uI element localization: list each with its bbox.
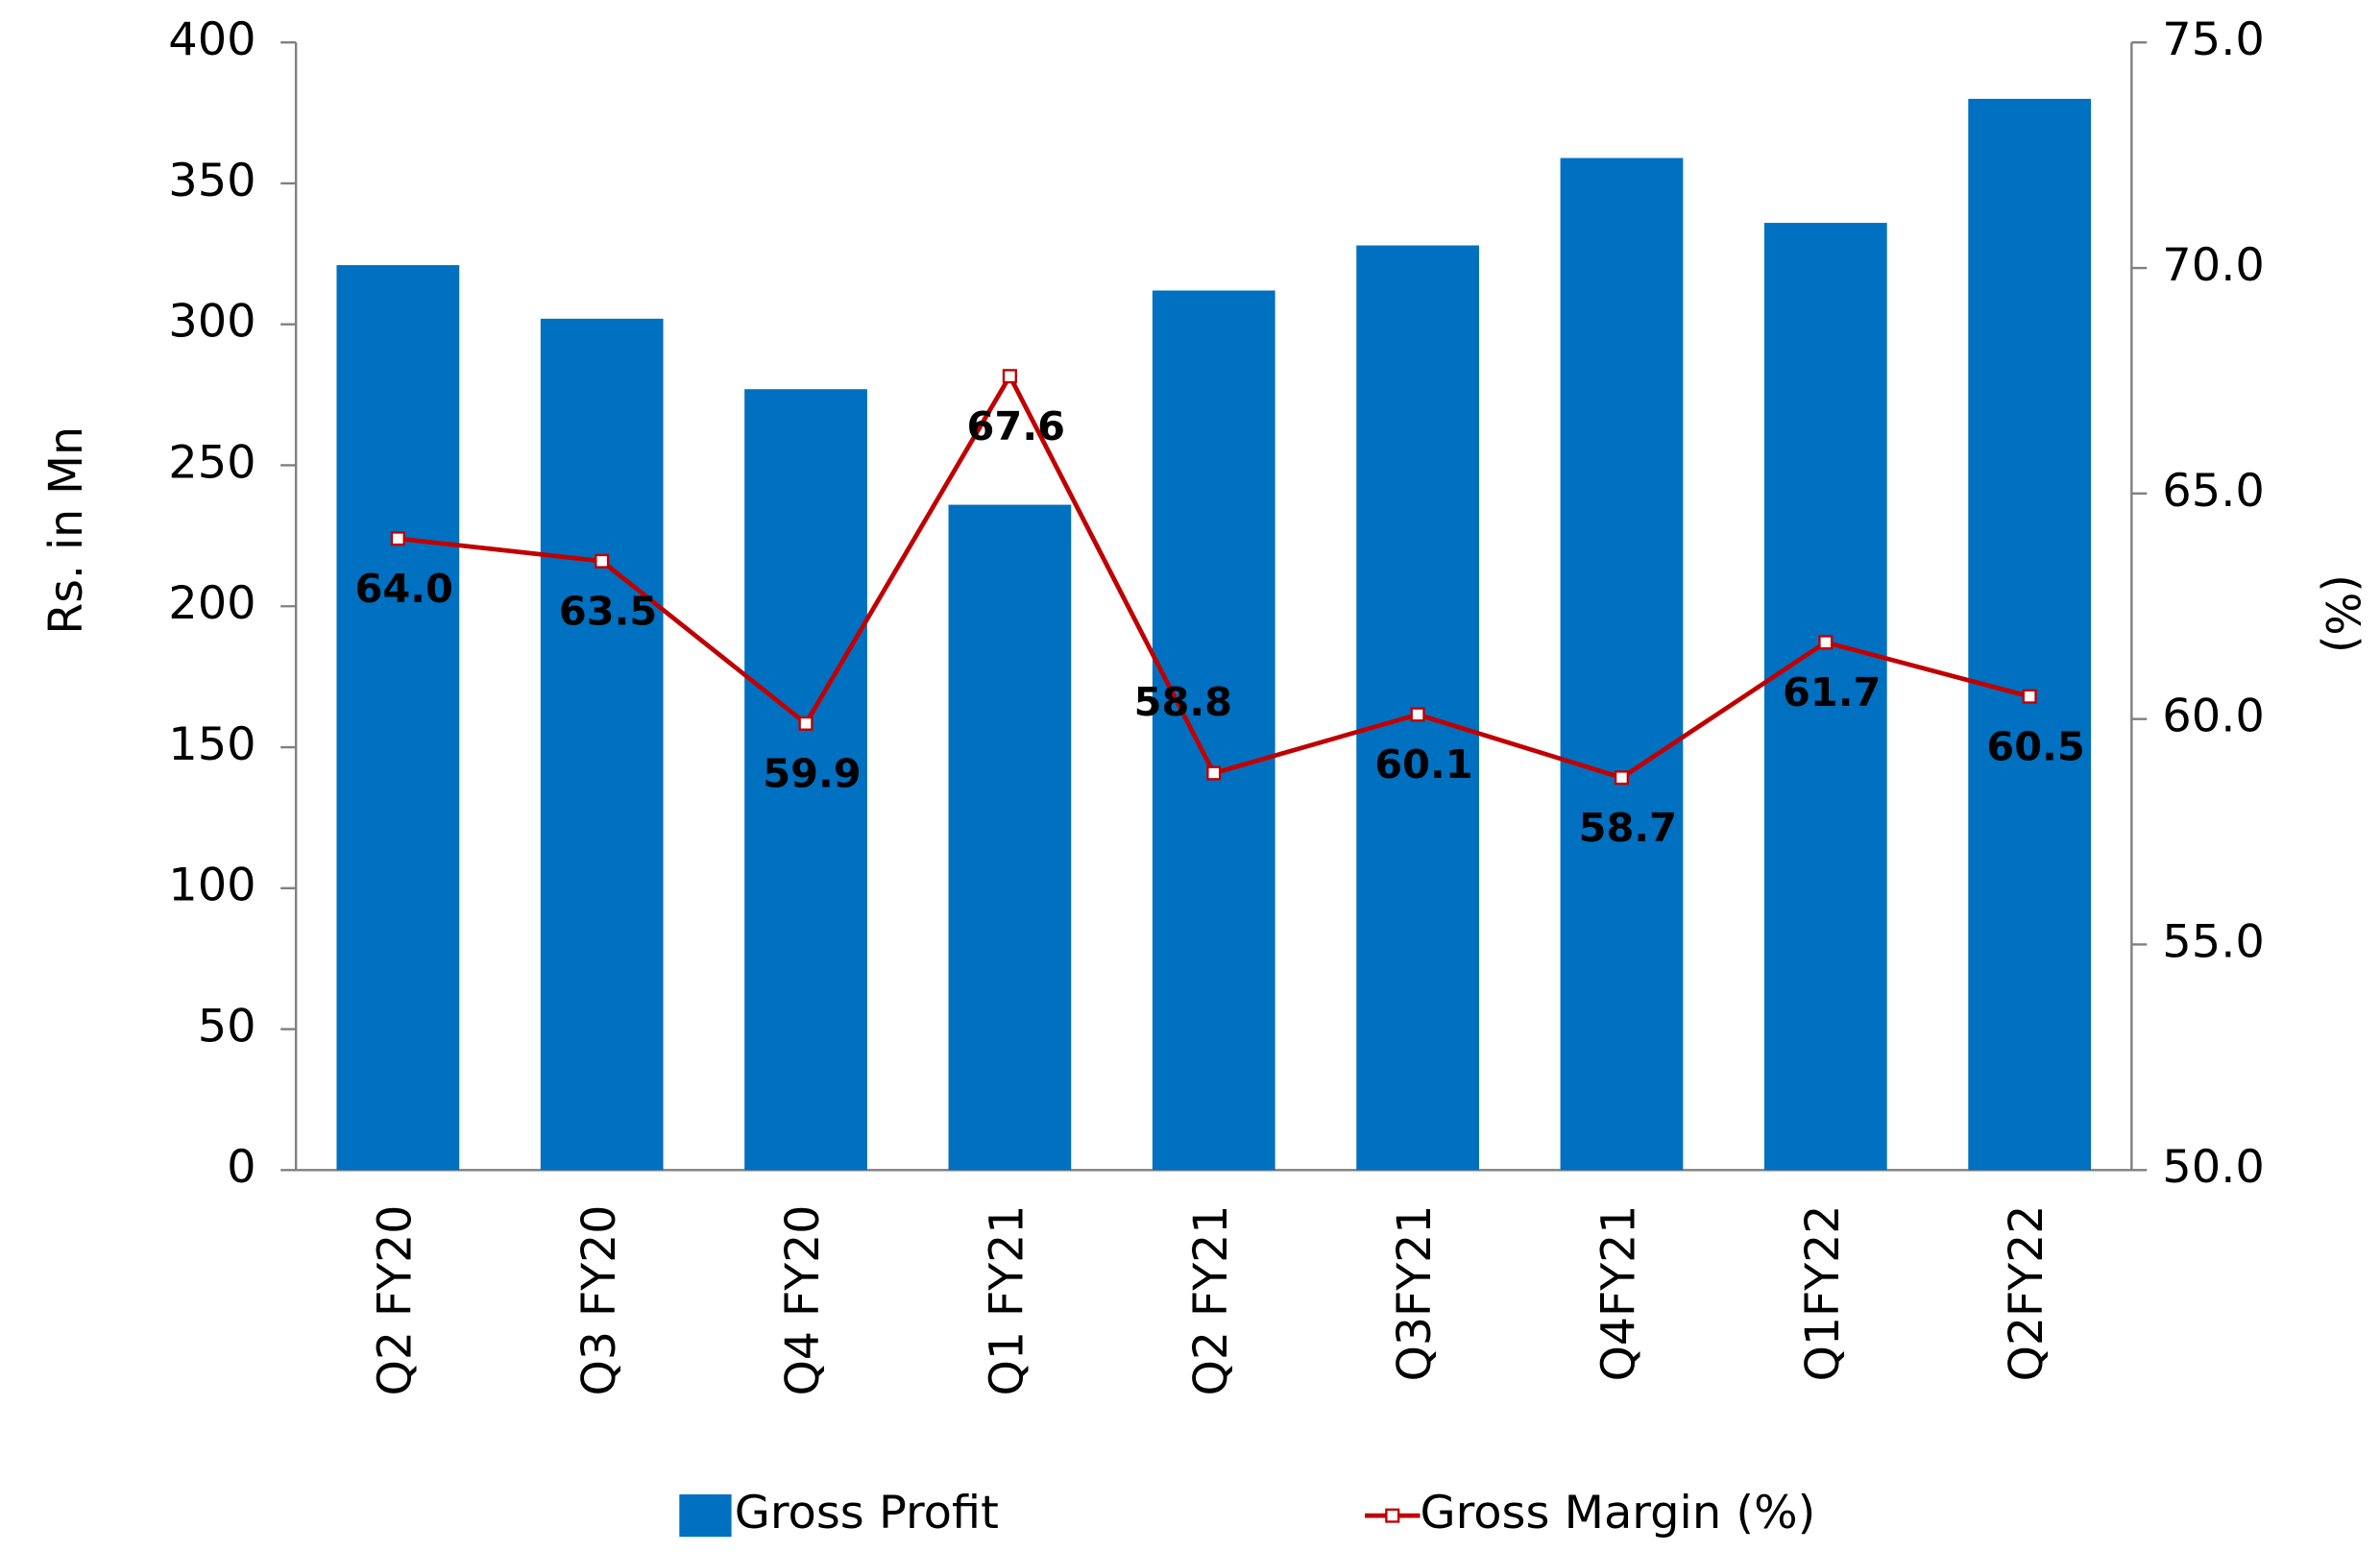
bar: [1968, 98, 2092, 1171]
x-tick-label: Q1FY22: [1797, 1205, 1850, 1382]
bar: [948, 504, 1072, 1171]
y2-tick-label: 70.0: [2162, 239, 2265, 292]
y2-tick-label: 75.0: [2162, 13, 2265, 66]
bar: [1560, 158, 1684, 1171]
x-tick-label: Q2FY22: [2001, 1205, 2053, 1382]
x-tick-label: Q2 FY20: [369, 1205, 422, 1396]
marker: [798, 715, 814, 731]
y2-axis-label: (%): [2315, 574, 2368, 653]
bar: [744, 389, 867, 1171]
y2-tick-label: 55.0: [2162, 916, 2265, 969]
legend-label: Gross Margin (%): [1420, 1487, 1815, 1540]
bar: [1763, 223, 1887, 1171]
y-tick-label: 250: [168, 437, 255, 490]
data-label: 67.6: [967, 403, 1065, 449]
marker: [390, 531, 405, 546]
marker: [2022, 689, 2037, 704]
data-label: 64.0: [355, 566, 453, 612]
x-tick-label: Q4 FY20: [777, 1205, 830, 1396]
marker: [1818, 635, 1834, 650]
data-label: 60.1: [1374, 741, 1472, 788]
x-tick-label: Q3FY21: [1389, 1205, 1442, 1382]
data-label: 61.7: [1783, 669, 1881, 715]
y-tick-label: 200: [168, 577, 255, 630]
y-tick-label: 100: [168, 860, 255, 912]
legend-label: Gross Profit: [735, 1487, 999, 1540]
marker: [1614, 770, 1630, 786]
x-tick-label: Q2 FY21: [1185, 1205, 1238, 1396]
y-tick-label: 50: [198, 1001, 256, 1054]
y2-tick-label: 60.0: [2162, 691, 2265, 743]
x-tick-label: Q4FY21: [1592, 1205, 1645, 1382]
data-label: 58.8: [1134, 679, 1232, 725]
data-label: 58.7: [1579, 805, 1677, 851]
data-label: 59.9: [763, 751, 861, 797]
data-label: 63.5: [559, 589, 657, 635]
bar: [336, 265, 460, 1171]
y-axis-label: Rs. in Mn: [40, 426, 93, 635]
marker: [595, 553, 610, 569]
marker: [1206, 765, 1222, 781]
y-tick-label: 300: [168, 296, 255, 349]
y-tick-label: 350: [168, 155, 255, 207]
marker: [1410, 707, 1425, 722]
legend-marker: [1385, 1508, 1400, 1523]
y2-tick-label: 50.0: [2162, 1141, 2265, 1194]
x-tick-label: Q3 FY20: [573, 1205, 626, 1396]
y-tick-label: 400: [168, 13, 255, 66]
y2-tick-label: 65.0: [2162, 465, 2265, 518]
x-tick-label: Q1 FY21: [981, 1205, 1033, 1396]
y-tick-label: 0: [227, 1141, 255, 1194]
legend-swatch: [679, 1494, 732, 1538]
bar: [1152, 290, 1275, 1171]
y-tick-label: 150: [168, 718, 255, 771]
marker: [1002, 369, 1017, 384]
bar: [540, 318, 664, 1171]
data-label: 60.5: [1986, 724, 2084, 770]
